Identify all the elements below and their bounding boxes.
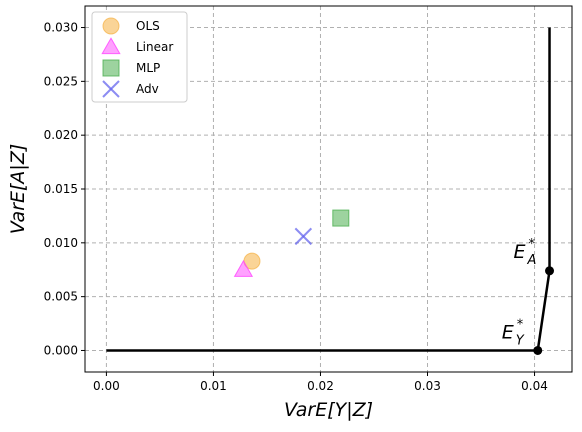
y-tick-label: 0.030 <box>44 21 78 35</box>
x-axis-label: VarE[Y|Z] <box>284 399 373 421</box>
x-tick-label: 0.00 <box>93 379 120 393</box>
legend-marker-mlp <box>102 59 120 77</box>
y-axis: 0.000 0.005 0.010 0.015 0.020 0.025 0.030 <box>44 21 85 357</box>
frontier-line <box>106 27 551 352</box>
legend-marker-adv <box>102 80 120 98</box>
y-tick-label: 0.010 <box>44 236 78 250</box>
y-tick-label: 0.000 <box>44 343 78 357</box>
y-tick-label: 0.025 <box>44 74 78 88</box>
legend-marker-ols <box>102 17 120 35</box>
annotations: E *YE *A <box>502 237 537 349</box>
y-tick-label: 0.015 <box>44 182 78 196</box>
legend-label: Adv <box>136 82 159 96</box>
point-linear <box>233 259 254 277</box>
legend-label: MLP <box>136 61 160 75</box>
legend-marker-linear <box>101 37 121 55</box>
annotation-main: E <box>514 241 526 263</box>
annotation-main: E <box>502 321 514 343</box>
point-mlp <box>332 209 350 227</box>
x-tick-label: 0.04 <box>521 379 548 393</box>
legend-label: Linear <box>136 40 173 54</box>
x-tick-label: 0.02 <box>307 379 334 393</box>
legend-box <box>91 11 188 103</box>
x-tick-label: 0.03 <box>414 379 441 393</box>
annotation-sub: Y <box>516 333 525 348</box>
y-tick-label: 0.020 <box>44 128 78 142</box>
annotation-sup: * <box>517 317 524 332</box>
annotation-e-y: E *Y <box>502 317 525 348</box>
y-axis-label: VarE[A|Z] <box>7 144 29 234</box>
data-points <box>233 209 350 277</box>
legend: OLS Linear MLP Adv <box>91 11 188 103</box>
grid <box>85 6 572 372</box>
frontier <box>106 27 555 355</box>
legend-label: OLS <box>136 19 160 33</box>
annotation-sup: * <box>529 237 536 252</box>
frontier-point <box>533 345 543 355</box>
frontier-point <box>545 266 555 276</box>
y-tick-label: 0.005 <box>44 290 78 304</box>
annotation-e-a: E *A <box>514 237 537 268</box>
point-adv <box>294 227 313 246</box>
x-tick-label: 0.01 <box>200 379 227 393</box>
annotation-sub: A <box>527 253 537 268</box>
x-axis: 0.00 0.01 0.02 0.03 0.04 <box>93 372 548 393</box>
